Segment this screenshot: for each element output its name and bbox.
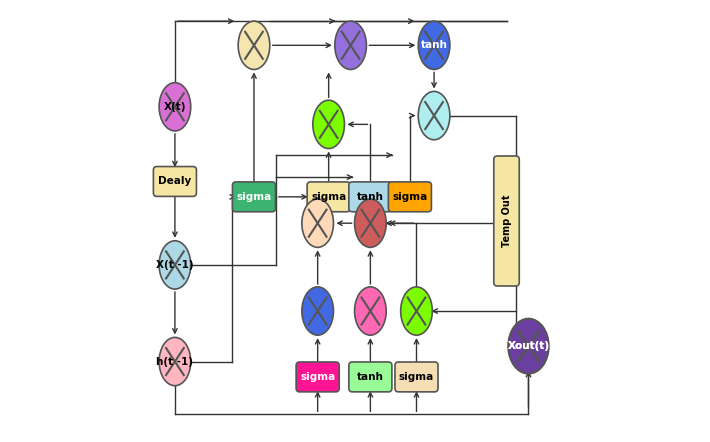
Ellipse shape <box>418 91 450 140</box>
Ellipse shape <box>354 287 386 335</box>
Ellipse shape <box>513 322 545 370</box>
Ellipse shape <box>302 287 334 335</box>
Text: sigma: sigma <box>393 192 427 202</box>
FancyBboxPatch shape <box>395 362 438 392</box>
Ellipse shape <box>159 241 191 289</box>
FancyBboxPatch shape <box>307 182 350 212</box>
Ellipse shape <box>418 21 450 69</box>
Text: tanh: tanh <box>357 192 384 202</box>
Text: sigma: sigma <box>300 372 335 382</box>
Ellipse shape <box>335 21 366 69</box>
Text: sigma: sigma <box>236 192 272 202</box>
Text: Dealy: Dealy <box>158 176 192 187</box>
Ellipse shape <box>302 199 334 248</box>
Text: h(t -1): h(t -1) <box>156 357 193 366</box>
FancyBboxPatch shape <box>388 182 432 212</box>
Ellipse shape <box>313 100 344 149</box>
Text: sigma: sigma <box>399 372 434 382</box>
FancyBboxPatch shape <box>349 362 392 392</box>
Text: Xout(t): Xout(t) <box>508 341 550 351</box>
Text: Temp Out: Temp Out <box>501 195 511 247</box>
Ellipse shape <box>159 337 191 386</box>
Text: tanh: tanh <box>420 40 447 50</box>
Ellipse shape <box>238 21 270 69</box>
Ellipse shape <box>159 83 191 131</box>
Ellipse shape <box>508 319 549 373</box>
Text: Xout(t): Xout(t) <box>508 341 550 351</box>
FancyBboxPatch shape <box>296 362 339 392</box>
FancyBboxPatch shape <box>232 182 275 212</box>
Ellipse shape <box>400 287 432 335</box>
Text: tanh: tanh <box>357 372 384 382</box>
FancyBboxPatch shape <box>153 167 197 196</box>
FancyBboxPatch shape <box>349 182 392 212</box>
Text: X(t): X(t) <box>164 102 186 112</box>
FancyBboxPatch shape <box>493 156 519 286</box>
Text: sigma: sigma <box>311 192 346 202</box>
Ellipse shape <box>354 199 386 248</box>
Text: X(t -1): X(t -1) <box>156 260 194 270</box>
